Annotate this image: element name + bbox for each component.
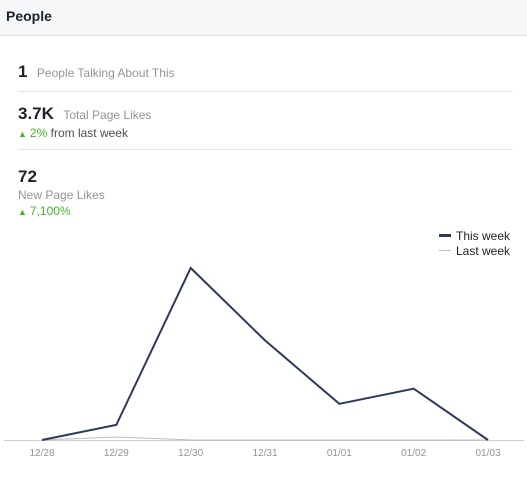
x-tick-label: 12/28 — [29, 448, 54, 459]
panel-title: People — [6, 8, 52, 24]
x-tick-label: 01/01 — [327, 448, 352, 459]
legend-swatch-this-week — [439, 234, 451, 237]
legend-label: Last week — [456, 243, 511, 258]
legend-label: This week — [456, 228, 511, 243]
metric-value: 3.7K — [18, 104, 54, 123]
divider — [18, 91, 513, 92]
legend-item-last-week: Last week — [439, 243, 510, 258]
metric-value: 72 — [18, 167, 37, 186]
x-tick-label: 01/03 — [475, 448, 500, 459]
metric-delta: ▲ 7,100% — [18, 204, 513, 218]
metric-label: People Talking About This — [36, 66, 175, 80]
panel-header: People — [0, 0, 527, 36]
up-arrow-icon: ▲ — [18, 207, 27, 217]
metric-label: Total Page Likes — [63, 108, 152, 122]
series-line-this-week — [41, 266, 489, 441]
legend-item-this-week: This week — [439, 228, 510, 243]
divider — [18, 149, 513, 150]
metric-total-page-likes: 3.7K Total Page Likes ▲ 2% from last week — [18, 104, 513, 140]
delta-text: from last week — [50, 126, 128, 140]
x-tick-label: 12/30 — [178, 448, 203, 459]
metric-value: 1 — [18, 62, 28, 81]
delta-percent: 7,100% — [29, 204, 71, 218]
x-tick-label: 12/29 — [104, 448, 129, 459]
x-tick-label: 12/31 — [252, 448, 277, 459]
metric-delta: ▲ 2% from last week — [18, 126, 513, 140]
x-tick-label: 01/02 — [401, 448, 426, 459]
up-arrow-icon: ▲ — [18, 129, 27, 139]
metric-label: New Page Likes — [18, 188, 105, 202]
series-line-last-week — [41, 436, 488, 441]
metric-people-talking: 1 People Talking About This — [18, 62, 513, 82]
metric-new-page-likes: 72 New Page Likes ▲ 7,100% — [18, 167, 513, 218]
delta-percent: 2% — [29, 126, 48, 140]
chart-legend: This week Last week — [439, 228, 510, 258]
legend-swatch-last-week — [439, 250, 451, 251]
